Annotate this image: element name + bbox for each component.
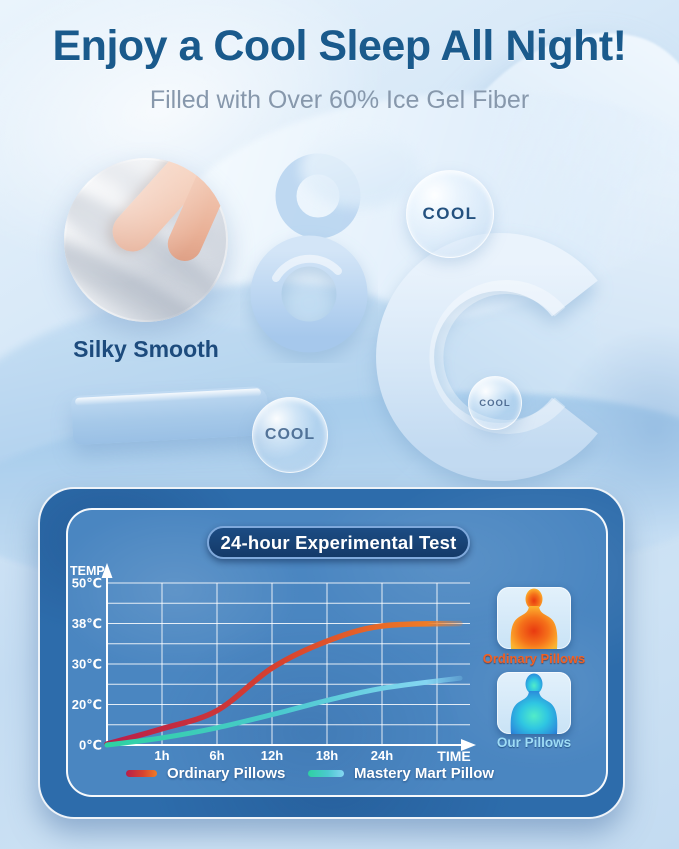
experiment-panel-inner: 24-hour Experimental Test Ordinary Pillo… [66,508,608,797]
fabric-fold [300,128,420,208]
x-tick-label: 6h [209,748,224,763]
cool-bubble: COOL [406,170,494,258]
gel-letter-c [376,233,598,481]
thermal-figure-hot [510,588,558,649]
y-tick-label: 30℃ [72,657,102,672]
x-tick-label: 18h [316,748,338,763]
legend-item-ordinary: Ordinary Pillows [126,765,285,782]
y-axis-label: TEMP [70,564,105,578]
experiment-panel: 24-hour Experimental Test Ordinary Pillo… [38,487,625,819]
series-line-mastery [104,675,463,748]
y-tick-label: 0℃ [79,738,102,753]
photo-highlight [64,158,228,322]
experiment-chart: TEMP TIME 50℃ 38℃ 30℃ 20℃ 0℃ 1h 6h 12h 18h 24h [70,563,476,764]
series-line-ordinary [104,620,463,747]
cool-bubble-label: COOL [479,397,511,409]
gel-ring [250,235,368,353]
page-subtitle: Filled with Over 60% Ice Gel Fiber [149,86,530,114]
y-tick-label: 20℃ [72,697,102,712]
legend-label: Mastery Mart Pillow [354,765,495,782]
experiment-title: 24-hour Experimental Test [220,531,457,553]
photo-caption: Silky Smooth [73,336,219,362]
thermal-image-cool [497,672,571,734]
y-tick-label: 38℃ [72,616,102,631]
thermal-label-cool: Our Pillows [496,735,572,750]
cool-bubble-label: COOL [264,426,316,443]
cool-bubble: COOL [468,376,522,430]
thermal-figure-cool [510,673,558,734]
x-tick-label: 24h [371,748,393,763]
page-title: Enjoy a Cool Sleep All Night! [52,22,628,70]
fabric-closeup-photo [64,158,228,322]
cool-bubble-label: COOL [422,204,478,223]
x-tick-label: 12h [261,748,283,763]
thermal-label-hot: Ordinary Pillows [482,651,586,666]
cool-bubble: COOL [252,397,328,473]
thermal-image-hot [497,587,571,649]
x-tick-label: 1h [154,748,169,763]
legend-swatch-red [126,770,157,777]
x-axis-label: TIME [437,748,470,764]
legend-item-mastery: Mastery Mart Pillow [308,765,494,782]
gel-slab [70,385,270,446]
legend-swatch-teal [308,770,344,777]
experiment-title-badge: 24-hour Experimental Test [207,526,470,559]
legend-label: Ordinary Pillows [167,765,286,782]
y-tick-label: 50℃ [72,576,102,591]
